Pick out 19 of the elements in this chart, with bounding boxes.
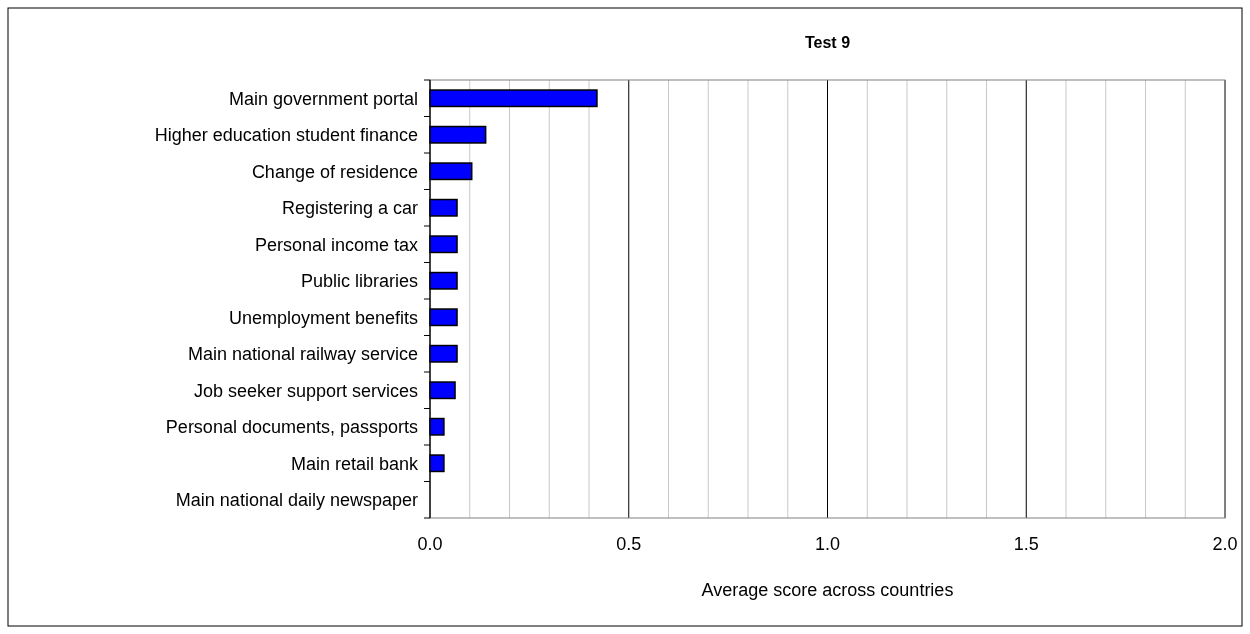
y-tick-label: Main national railway service xyxy=(187,344,418,365)
y-tick-label: Main retail bank xyxy=(290,453,419,474)
y-tick-label: Change of residence xyxy=(251,161,418,182)
y-tick-label: Public libraries xyxy=(300,271,418,292)
y-tick-label: Higher education student finance xyxy=(154,125,418,146)
chart-title: Test 9 xyxy=(804,34,851,51)
y-tick-label: Personal income tax xyxy=(254,234,418,255)
x-axis-title: Average score across countries xyxy=(701,580,954,600)
x-tick-label: 1.5 xyxy=(1013,534,1039,554)
y-tick-label: Job seeker support services xyxy=(193,380,418,401)
y-tick-label: Main national daily newspaper xyxy=(175,490,418,511)
x-tick-label: 0.5 xyxy=(616,534,642,554)
y-tick-label: Unemployment benefits xyxy=(228,307,418,328)
x-tick-label: 1.0 xyxy=(814,534,841,554)
y-tick-label: Personal documents, passports xyxy=(165,417,418,438)
y-tick-label: Main government portal xyxy=(228,88,418,109)
x-tick-label: 2.0 xyxy=(1212,534,1238,554)
x-tick-label: 0.0 xyxy=(417,534,443,554)
y-tick-label: Registering a car xyxy=(281,198,418,219)
